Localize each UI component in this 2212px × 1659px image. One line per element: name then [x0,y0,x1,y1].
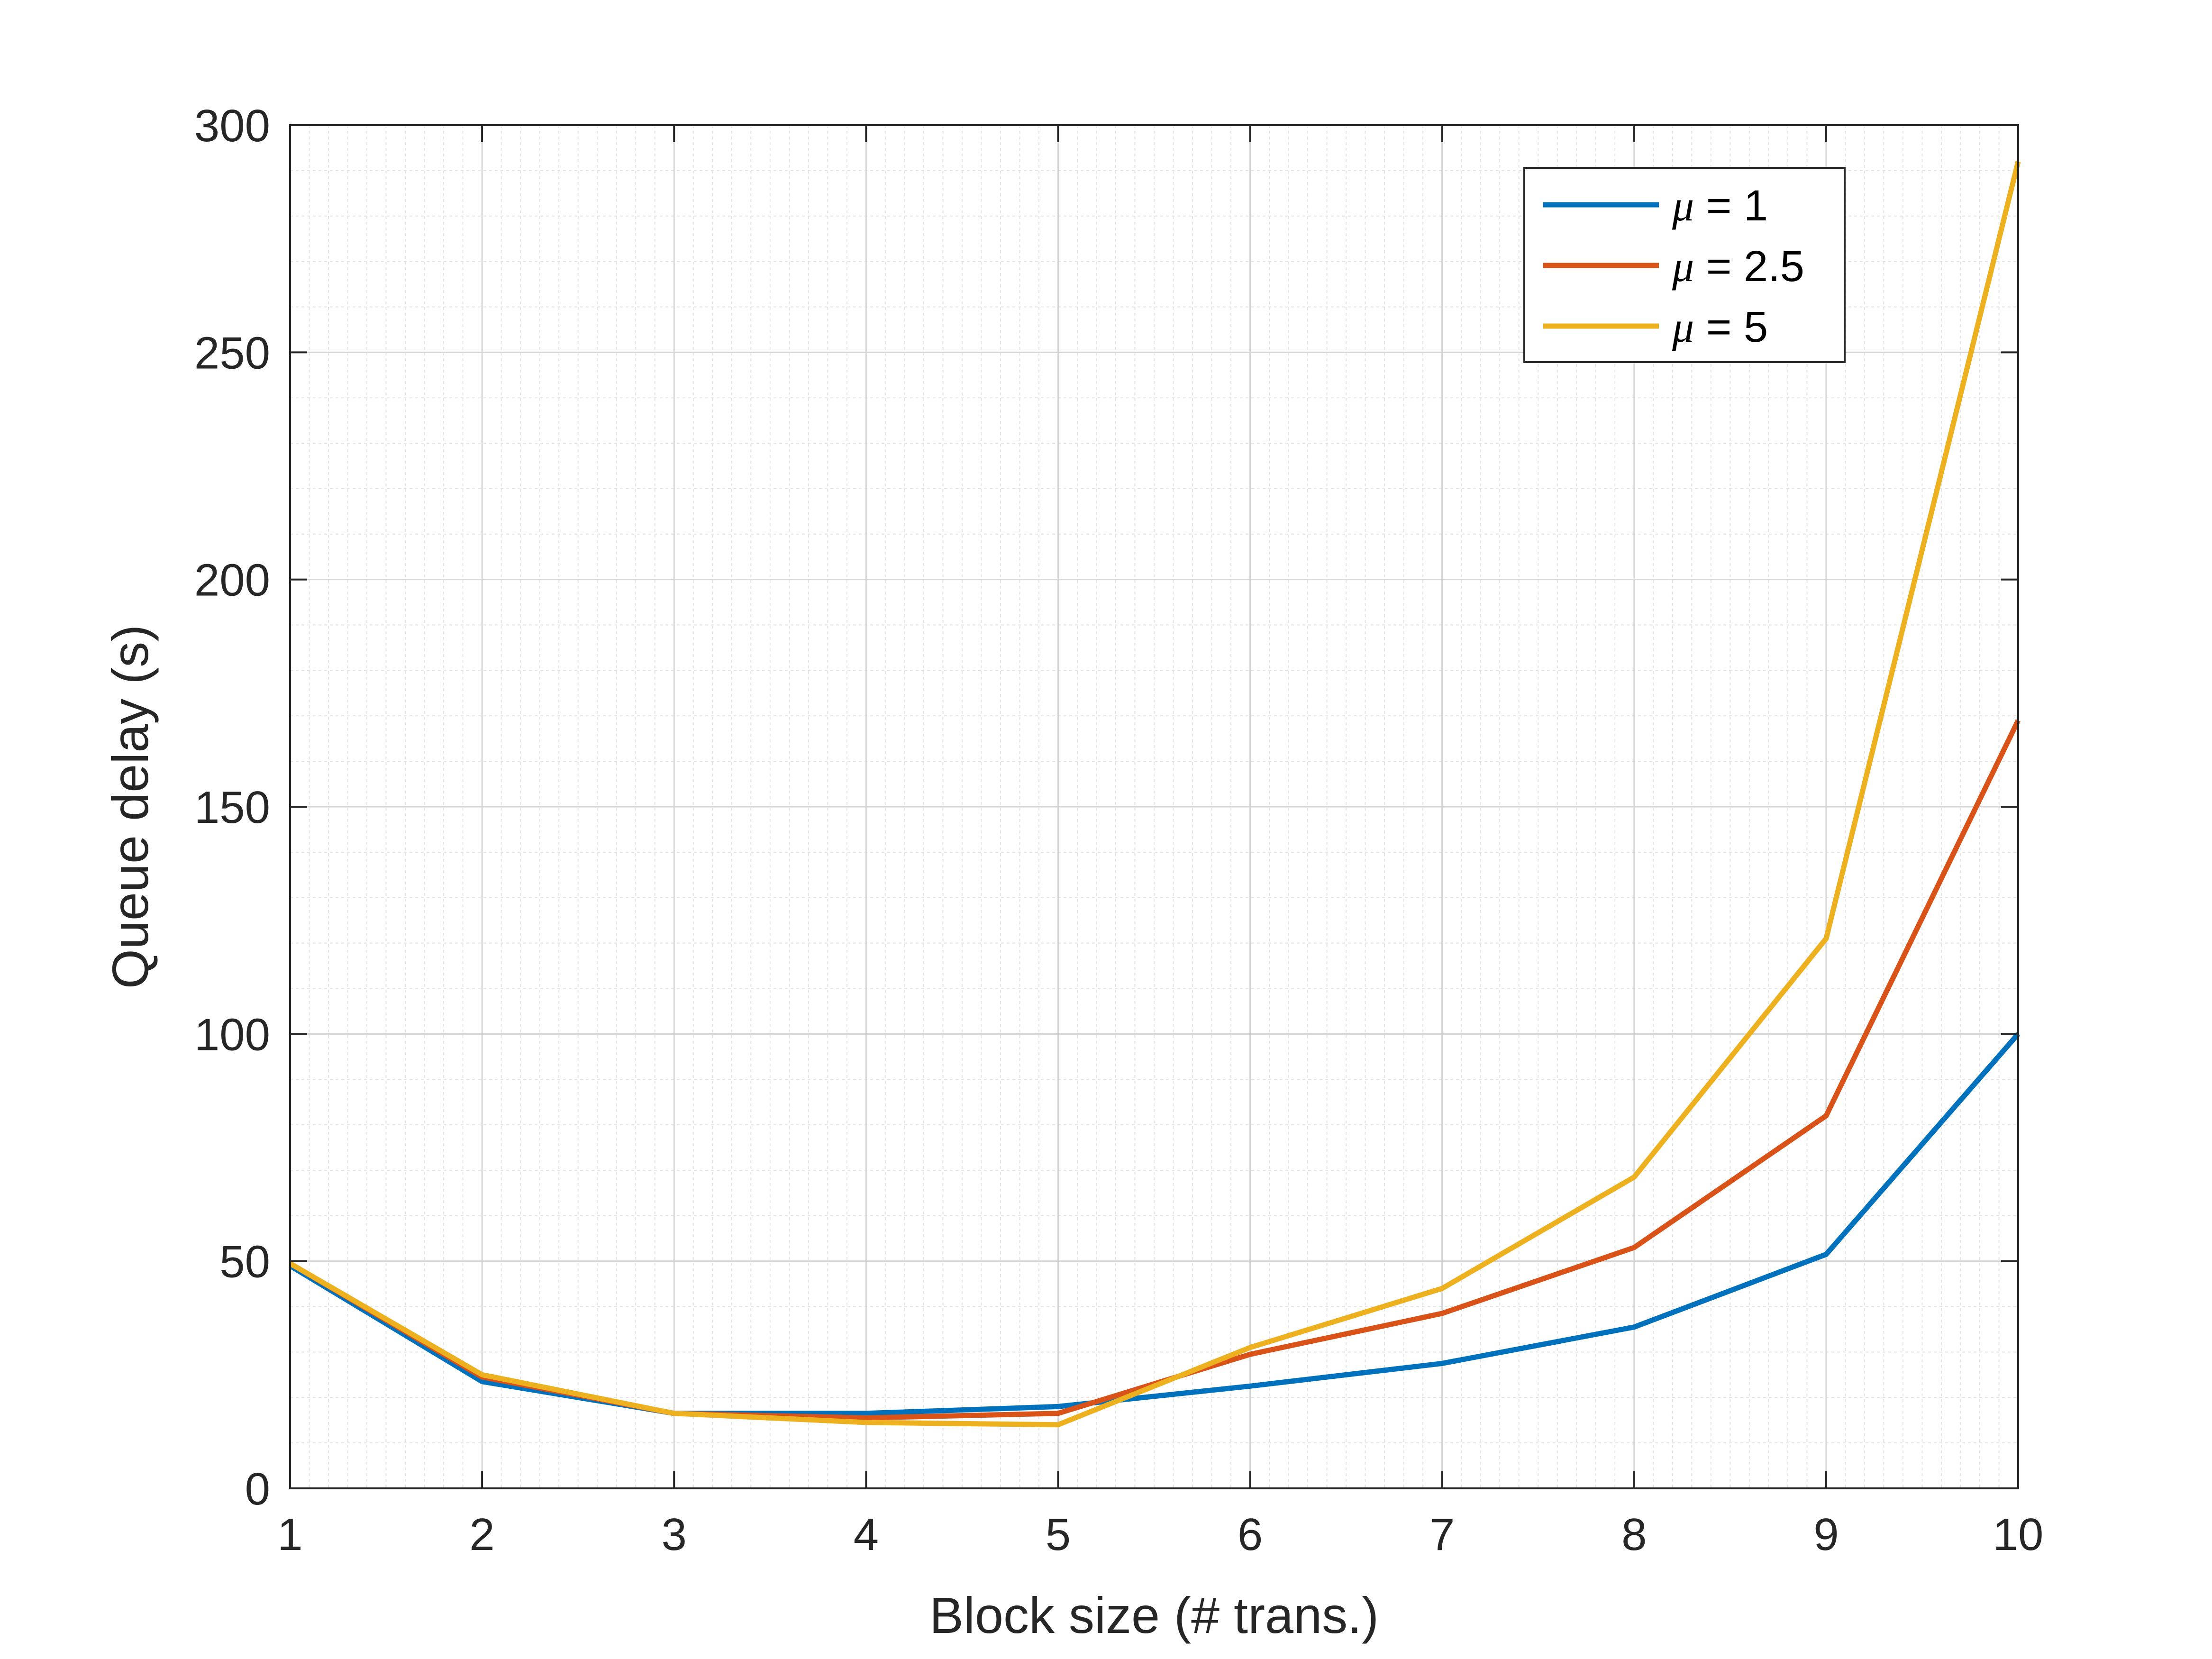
x-tick-label: 4 [854,1509,879,1560]
x-tick-label: 1 [277,1509,302,1560]
series-line-3 [289,161,2021,1428]
y-tick-labels: 0 50 100 150 200 250 300 [194,100,270,1514]
x-tick-label: 7 [1429,1509,1455,1560]
legend-label-1: μ = 1 [1672,182,1768,230]
x-tick-label: 6 [1238,1509,1263,1560]
y-tick-label: 0 [245,1464,270,1514]
x-tick-label: 2 [469,1509,494,1560]
x-tick-label: 10 [1993,1509,2044,1560]
legend-value: = 5 [1694,303,1768,351]
legend-symbol: μ [1672,242,1694,291]
legend-symbol: μ [1672,303,1694,351]
y-tick-label: 300 [194,100,270,151]
y-tick-label: 200 [194,555,270,606]
legend: μ = 1μ = 2.5μ = 5 [1523,167,1846,363]
legend-value: = 2.5 [1694,242,1804,291]
y-tick-label: 250 [194,328,270,378]
x-axis-label: Block size (# trans.) [929,1586,1379,1644]
series-lines [289,161,2021,1428]
axis-ticks [289,124,2019,1489]
legend-symbol: μ [1672,182,1694,230]
x-tick-label: 9 [1813,1509,1839,1560]
x-tick-label: 8 [1621,1509,1647,1560]
legend-label-3: μ = 5 [1672,303,1768,351]
legend-label-2: μ = 2.5 [1672,242,1804,291]
x-tick-labels: 1 2 3 4 5 6 7 8 9 10 [277,1509,2043,1560]
legend-value: = 1 [1694,182,1768,230]
y-tick-label: 50 [219,1237,270,1287]
x-tick-label: 5 [1046,1509,1071,1560]
y-axis-label: Queue delay (s) [101,625,159,989]
y-tick-label: 150 [194,782,270,833]
y-tick-label: 100 [194,1009,270,1060]
x-tick-label: 3 [662,1509,687,1560]
